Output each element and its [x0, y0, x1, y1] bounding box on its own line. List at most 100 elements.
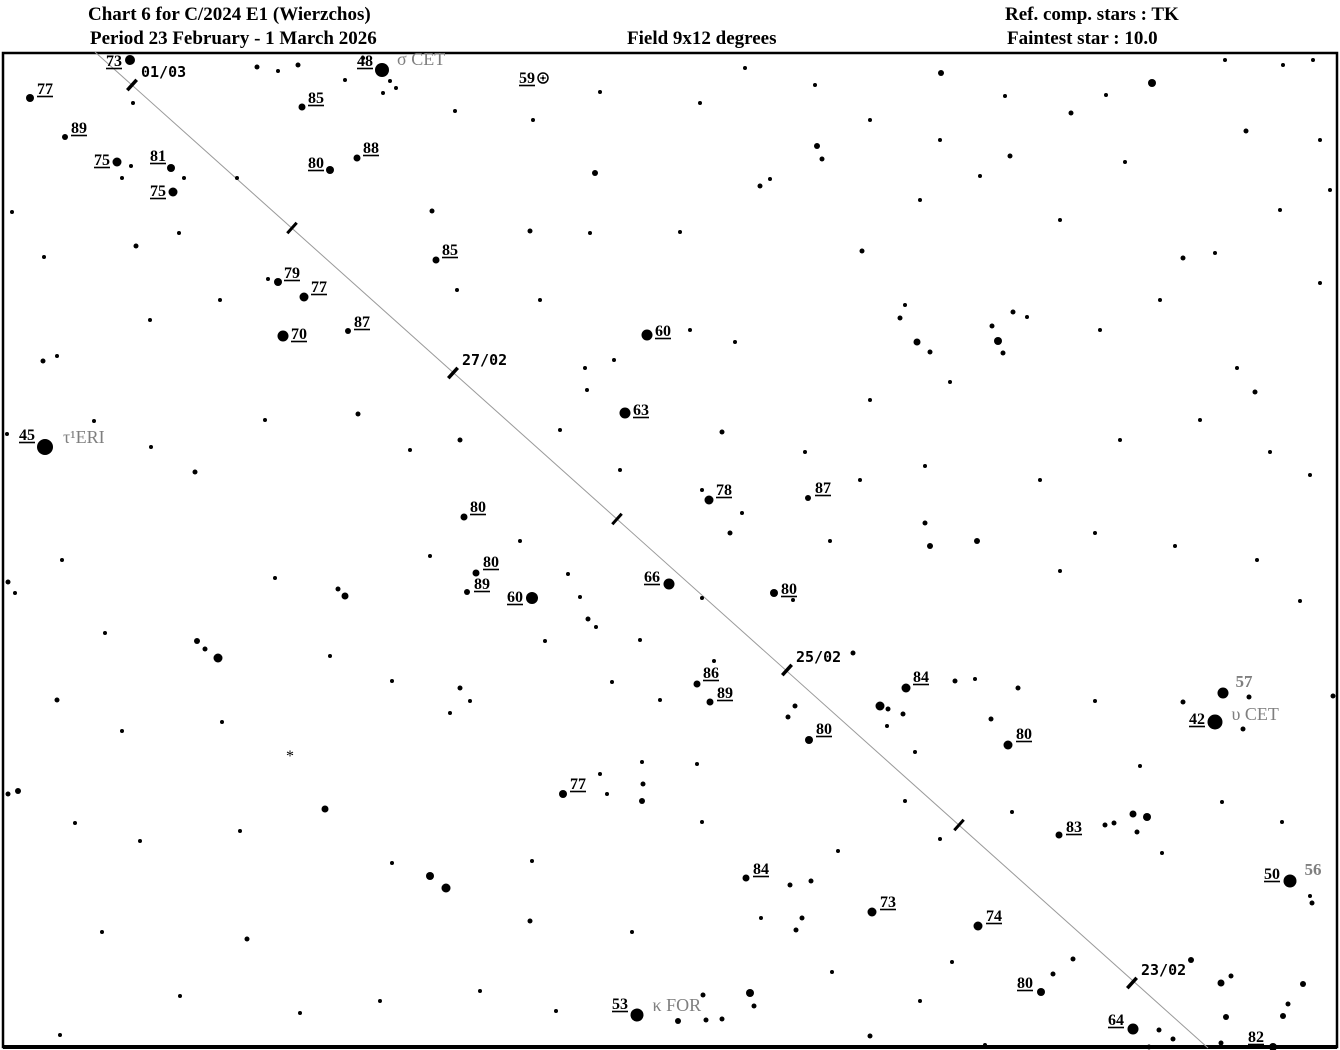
field-star — [457, 685, 463, 691]
magnitude-label: 84 — [753, 861, 769, 878]
labeled-star — [345, 328, 351, 334]
field-star — [813, 83, 817, 87]
field-star — [746, 989, 754, 997]
field-star — [1138, 764, 1142, 768]
field-star — [381, 91, 385, 95]
field-star — [1050, 971, 1056, 977]
magnitude-label: 86 — [703, 665, 719, 682]
field-star — [700, 820, 704, 824]
labeled-star — [770, 589, 778, 597]
magnitude-label: 75 — [150, 183, 166, 200]
field-star — [518, 539, 522, 543]
labeled-star — [663, 578, 675, 590]
magnitude-label: 53 — [612, 996, 628, 1013]
star-name-label: υ CET — [1232, 704, 1279, 724]
field-star — [1228, 973, 1234, 979]
field-star — [903, 799, 907, 803]
field-star — [100, 930, 104, 934]
date-label: 01/03 — [141, 63, 186, 81]
field-star — [1104, 93, 1108, 97]
chart-title-line2: Period 23 February - 1 March 2026 — [90, 28, 377, 49]
field-star — [950, 960, 954, 964]
field-star — [1328, 188, 1332, 192]
field-star — [1093, 531, 1097, 535]
minor-tick — [286, 221, 298, 235]
field-star — [918, 999, 922, 1003]
field-star — [554, 1009, 558, 1013]
labeled-star — [299, 292, 309, 302]
field-star — [792, 703, 798, 709]
field-star — [388, 79, 392, 83]
magnitude-label: 85 — [442, 242, 458, 259]
field-star — [639, 798, 645, 804]
field-star — [927, 349, 933, 355]
field-star — [1223, 1014, 1229, 1020]
magnitude-label: 50 — [1264, 866, 1280, 883]
field-star — [638, 638, 642, 642]
field-star — [527, 228, 533, 234]
field-star — [390, 679, 394, 683]
field-star — [55, 354, 59, 358]
field-star — [263, 418, 267, 422]
field-star — [994, 337, 1002, 345]
field-size-label: Field 9x12 degrees — [627, 28, 777, 49]
field-star — [1308, 894, 1312, 898]
field-star — [787, 882, 793, 888]
field-star — [592, 170, 598, 176]
labeled-star — [464, 589, 470, 595]
field-star — [913, 338, 921, 346]
field-star — [598, 90, 602, 94]
field-star — [1010, 810, 1014, 814]
field-star — [341, 592, 349, 600]
field-star — [1173, 544, 1177, 548]
field-star — [1058, 569, 1062, 573]
labeled-star — [704, 495, 714, 505]
field-star — [355, 411, 361, 417]
comet-path-line — [94, 51, 1209, 1049]
field-star — [1218, 1040, 1224, 1046]
magnitude-label: 73 — [880, 894, 896, 911]
field-star — [700, 488, 704, 492]
field-star — [60, 558, 64, 562]
field-star — [1268, 450, 1272, 454]
field-star — [610, 680, 614, 684]
field-star — [900, 711, 906, 717]
labeled-star — [1283, 874, 1297, 888]
field-star — [1330, 693, 1336, 699]
labeled-star — [641, 329, 653, 341]
labeled-star — [167, 164, 175, 172]
field-star — [1098, 328, 1102, 332]
field-star — [588, 231, 592, 235]
field-star — [1255, 558, 1259, 562]
field-star — [120, 729, 124, 733]
magnitude-label: 80 — [483, 554, 499, 571]
field-star — [618, 468, 622, 472]
field-star — [1123, 160, 1127, 164]
field-star — [1309, 900, 1315, 906]
field-star — [149, 445, 153, 449]
magnitude-label: 42 — [1189, 711, 1205, 728]
field-star — [948, 380, 952, 384]
field-star — [791, 598, 795, 602]
field-star — [1148, 79, 1156, 87]
labeled-star — [901, 683, 911, 693]
field-star — [640, 760, 644, 764]
labeled-star — [1037, 988, 1045, 996]
field-star — [974, 538, 980, 544]
star-designation-label: 57 — [1236, 672, 1254, 691]
magnitude-label: 66 — [644, 569, 660, 586]
field-star — [1170, 1036, 1176, 1042]
field-star — [759, 916, 763, 920]
field-star — [983, 1043, 987, 1047]
field-star — [1146, 1044, 1152, 1050]
field-star — [1038, 478, 1042, 482]
field-star — [213, 653, 223, 663]
star-name-label: τ¹ERI — [63, 427, 105, 447]
star-designation-label: 56 — [1305, 860, 1322, 879]
field-star — [859, 248, 865, 254]
labeled-star — [62, 134, 68, 140]
field-star — [585, 388, 589, 392]
field-star — [858, 478, 862, 482]
labeled-star — [1003, 740, 1013, 750]
